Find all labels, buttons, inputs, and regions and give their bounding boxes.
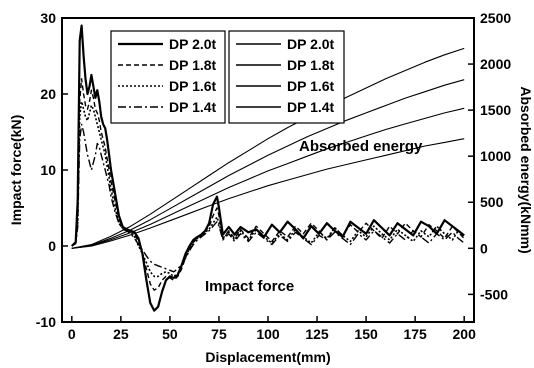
x-tick-label: 200 [453,326,477,342]
x-tick-label: 50 [162,326,178,342]
annotation-absorbed-energy: Absorbed energy [299,138,423,155]
y-right-tick-label: 2000 [480,56,511,72]
y-left-axis-title: Impact force(kN) [8,115,24,225]
energy-series-dp-1-4t [71,138,465,249]
force-series-dp-1-4t [71,123,465,273]
legend-energy-label: DP 1.8t [287,57,335,73]
legend-force-label: DP 1.8t [169,57,217,73]
y-right-tick-label: 1500 [480,102,511,118]
y-right-axis-title: Absorbed energy(kNmm) [518,86,534,253]
legend-force-label: DP 2.0t [169,36,217,52]
x-tick-label: 0 [68,326,76,342]
y-left-tick-label: -10 [36,314,56,330]
x-tick-label: 175 [403,326,427,342]
legend-energy-label: DP 2.0t [287,36,335,52]
legend-energy-label: DP 1.6t [287,78,335,94]
y-left-tick-label: 20 [40,86,56,102]
y-left-tick-label: 0 [48,238,56,254]
x-axis-title: Displacement(mm) [205,349,330,365]
x-tick-label: 25 [113,326,129,342]
y-right-tick-label: 2500 [480,10,511,26]
y-right-tick-label: 500 [480,194,504,210]
force-series-dp-1-8t [71,78,465,291]
y-right-tick-label: -500 [480,286,508,302]
x-tick-label: 100 [256,326,280,342]
series-layer [71,24,465,312]
force-series-dp-2-0t [71,24,465,312]
energy-series-dp-1-6t [71,107,465,249]
legend-energy-label: DP 1.4t [287,99,335,115]
energy-series-dp-1-8t [71,79,465,249]
y-left-tick-label: 30 [40,10,56,26]
force-series-dp-1-6t [71,100,465,278]
y-left-tick-label: 10 [40,162,56,178]
ticks-layer: 0 25 50 75 100 125 150 175 200 -10 0 10 20 30 -500 0 500… [36,10,512,342]
energy-series-dp-2-0t [71,47,465,249]
y-right-tick-label: 0 [480,240,488,256]
legend-force-label: DP 1.6t [169,78,217,94]
x-tick-label: 150 [354,326,378,342]
x-tick-label: 125 [305,326,329,342]
x-tick-label: 75 [211,326,227,342]
annotation-impact-force: Impact force [205,278,294,295]
legend-layer: DP 2.0t DP 1.8t DP 1.6t DP 1.4t DP 2.0t DP 1.… [110,30,345,124]
y-right-tick-label: 1000 [480,148,511,164]
legend-force-label: DP 1.4t [169,99,217,115]
